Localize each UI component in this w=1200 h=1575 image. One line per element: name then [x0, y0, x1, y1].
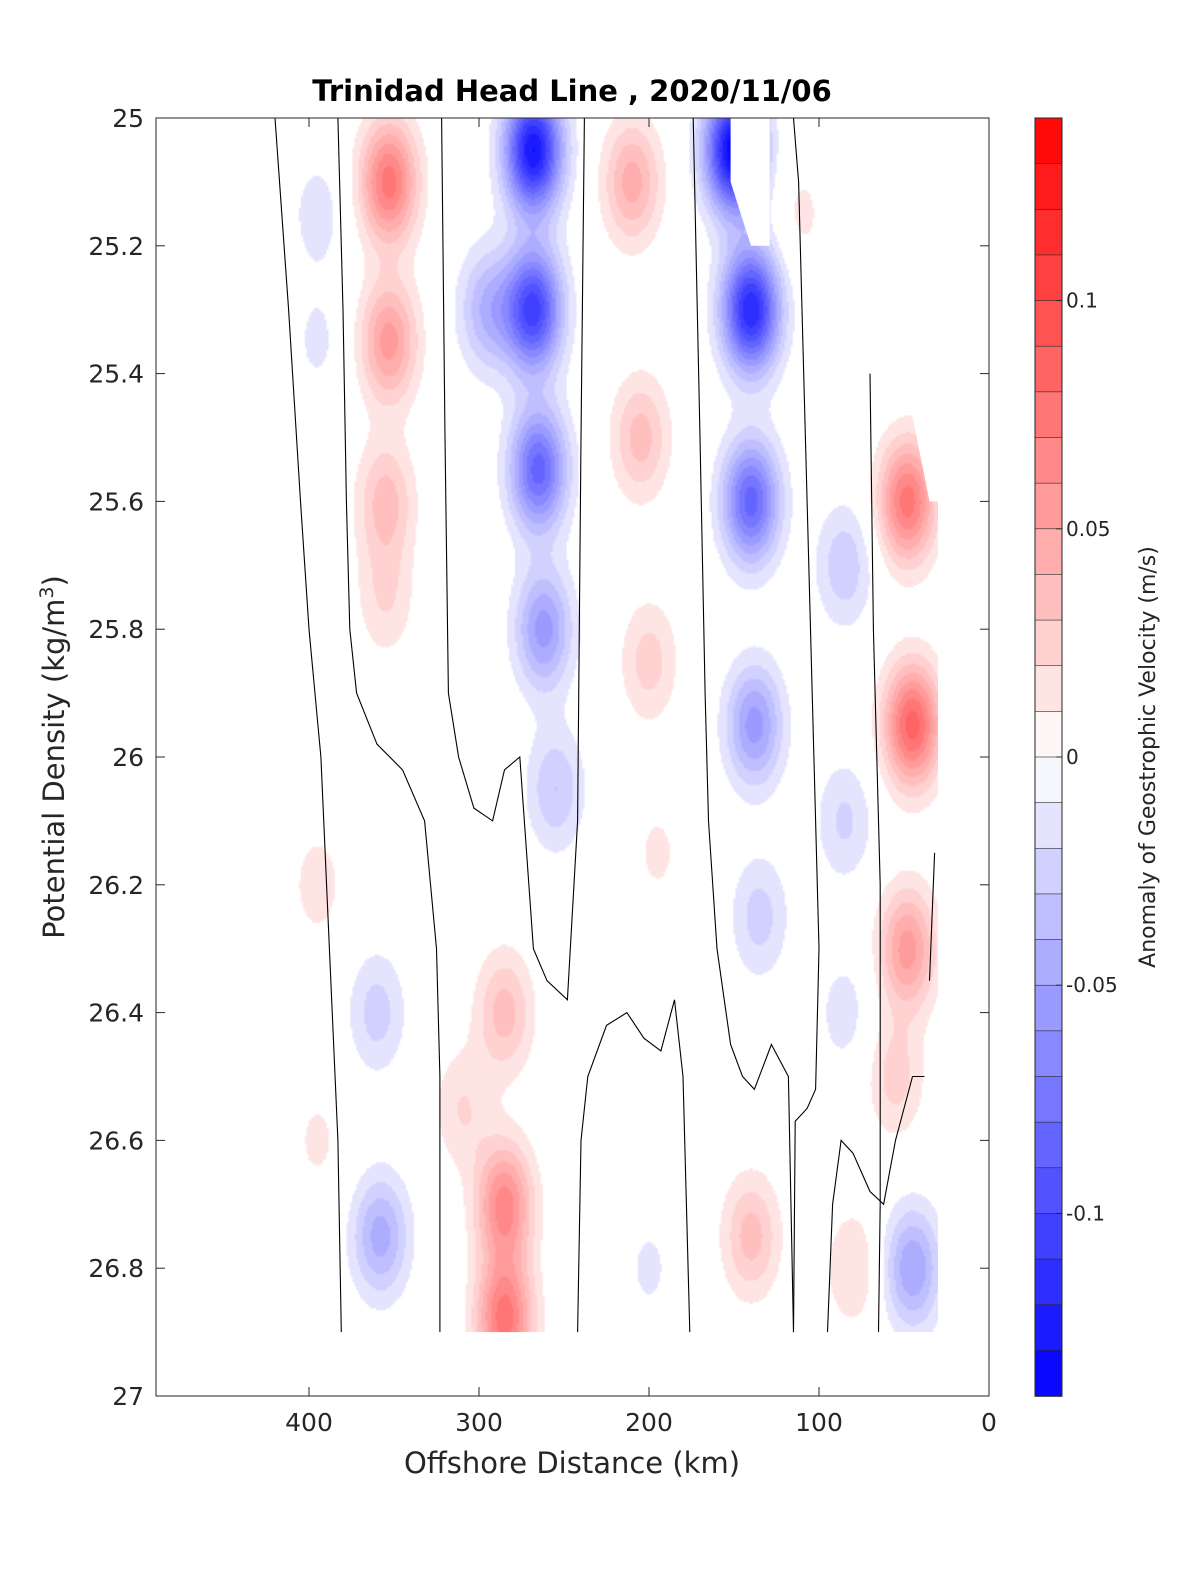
- plot-area: 400 300 200 100 0 25 25.2 25.4 25.6 25.8 26 26.2 26…: [88, 104, 997, 1437]
- colorbar-band: [1034, 1121, 1063, 1169]
- y-tick-label: 25.8: [88, 615, 144, 644]
- y-axis-title: Potential Density (kg/m3): [36, 575, 71, 939]
- colorbar-band: [1034, 619, 1063, 667]
- y-tick-label: 26.2: [88, 871, 144, 900]
- y-tick-label: 26: [112, 743, 144, 772]
- mask-nearshore: [815, 118, 989, 1396]
- chart-title: Trinidad Head Line , 2020/11/06: [312, 74, 832, 108]
- y-tick-label: 25.6: [88, 487, 144, 516]
- y-tick-label: 25.2: [88, 232, 144, 261]
- colorbar-band: [1034, 665, 1063, 713]
- colorbar-tick-label: -0.05: [1066, 973, 1118, 997]
- colorbar-band: [1034, 117, 1063, 165]
- y-axis-title-superscript: 3: [36, 586, 58, 598]
- colorbar: 0.1 0.05 0 -0.05 -0.1: [1034, 117, 1118, 1397]
- colorbar-band: [1034, 1030, 1063, 1078]
- x-axis-title: Offshore Distance (km): [404, 1446, 740, 1480]
- colorbar-band: [1034, 574, 1063, 621]
- colorbar-band: [1034, 939, 1063, 987]
- zero-contour: [826, 1075, 925, 1333]
- colorbar-band: [1034, 163, 1063, 211]
- colorbar-band: [1034, 1350, 1063, 1397]
- y-tick-label: 26.6: [88, 1126, 144, 1155]
- colorbar-tick-label: 0: [1066, 745, 1079, 769]
- y-tick-label: 25.4: [88, 360, 144, 389]
- colorbar-band: [1034, 802, 1063, 850]
- colorbar-tick-label: -0.1: [1066, 1201, 1105, 1225]
- zero-contour: [577, 999, 691, 1333]
- y-axis-title-close: ): [37, 575, 71, 586]
- x-tick-label: 300: [455, 1408, 503, 1437]
- y-tick-label: 26.8: [88, 1254, 144, 1283]
- zero-contour: [692, 118, 795, 1333]
- colorbar-band: [1034, 528, 1063, 576]
- colorbar-band: [1034, 345, 1063, 393]
- x-tick-label: 100: [795, 1408, 843, 1437]
- zero-contour: [792, 118, 820, 1333]
- x-axis-ticks: 400 300 200 100 0: [285, 118, 997, 1437]
- colorbar-band: [1034, 1213, 1063, 1260]
- colorbar-tick-label: 0.1: [1066, 289, 1098, 313]
- zero-contour: [869, 373, 881, 1333]
- colorbar-ticks: 0.1 0.05 0 -0.05 -0.1: [1056, 289, 1118, 1225]
- mask-offshore: [156, 118, 275, 1396]
- zero-contour: [928, 852, 936, 981]
- colorbar-title: Anomaly of Geostrophic Velocity (m/s): [1136, 546, 1161, 968]
- colorbar-band: [1034, 254, 1063, 302]
- x-tick-label: 0: [981, 1408, 997, 1437]
- zero-contour: [337, 118, 441, 1333]
- colorbar-band: [1034, 300, 1063, 348]
- colorbar-band: [1034, 391, 1063, 439]
- y-tick-label: 27: [112, 1382, 144, 1411]
- colorbar-band: [1034, 482, 1063, 530]
- colorbar-band: [1034, 984, 1063, 1032]
- colorbar-band: [1034, 208, 1063, 256]
- colorbar-band: [1034, 893, 1063, 941]
- zero-contour-lines: [274, 118, 936, 1333]
- x-tick-label: 200: [625, 1408, 673, 1437]
- y-tick-label: 25: [112, 104, 144, 133]
- y-tick-label: 26.4: [88, 999, 144, 1028]
- y-axis-title-main: Potential Density (kg/m: [37, 599, 71, 939]
- zero-contour: [441, 118, 585, 1002]
- mask-deep: [156, 1332, 989, 1396]
- colorbar-band: [1034, 437, 1063, 484]
- colorbar-band: [1034, 847, 1063, 895]
- colorbar-band: [1034, 711, 1063, 758]
- colorbar-band: [1034, 1304, 1063, 1352]
- colorbar-band: [1034, 756, 1063, 804]
- colorbar-band: [1034, 1076, 1063, 1123]
- colorbar-bands: [1034, 117, 1063, 1397]
- colorbar-tick-label: 0.05: [1066, 517, 1111, 541]
- data-gap-masks: [156, 118, 989, 1396]
- y-axis-ticks: 25 25.2 25.4 25.6 25.8 26 26.2 26.4 26.6 26.8 27: [88, 104, 989, 1411]
- colorbar-band: [1034, 1167, 1063, 1215]
- zero-contour: [274, 118, 342, 1333]
- colorbar-band: [1034, 1258, 1063, 1306]
- mask-nearshore: [730, 118, 770, 246]
- x-tick-label: 400: [285, 1408, 333, 1437]
